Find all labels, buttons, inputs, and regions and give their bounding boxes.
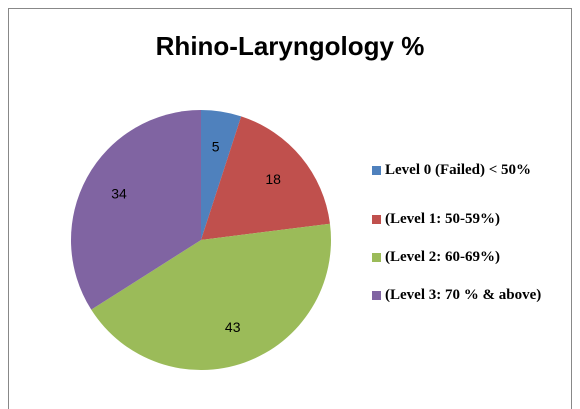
pie-slice [71, 110, 201, 310]
legend-label: Level 0 (Failed) < 50% [385, 162, 532, 178]
legend-swatch [372, 253, 381, 262]
legend-swatch [372, 166, 381, 175]
pie-slice [201, 110, 242, 240]
data-label: 43 [225, 319, 241, 335]
legend-label: (Level 1: 50-59%) [385, 211, 500, 227]
data-label: 5 [212, 138, 220, 154]
legend-swatch [372, 215, 381, 224]
chart-title: Rhino-Laryngology % [156, 31, 425, 61]
legend-item: (Level 1: 50-59%) [372, 211, 552, 228]
data-label: 34 [111, 186, 127, 202]
legend-item: Level 0 (Failed) < 50% [372, 162, 552, 179]
legend-label: (Level 2: 60-69%) [385, 249, 500, 265]
legend-item: (Level 3: 70 % & above) [372, 287, 552, 304]
legend-swatch [372, 291, 381, 300]
legend-label: (Level 3: 70 % & above) [385, 287, 542, 303]
data-label: 18 [265, 171, 281, 187]
legend-item: (Level 2: 60-69%) [372, 249, 552, 266]
pie-slice [91, 223, 332, 370]
pie-slice [201, 116, 330, 240]
